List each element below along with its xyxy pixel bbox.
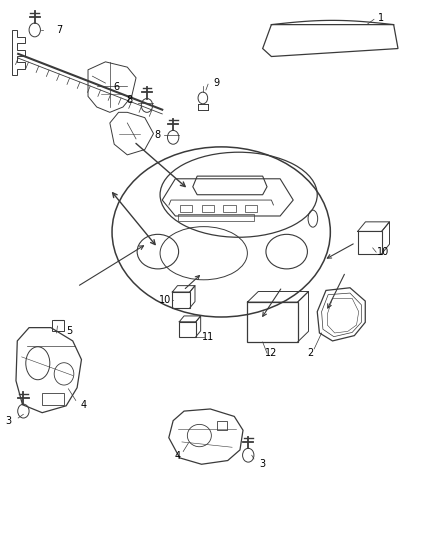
Bar: [172, 292, 190, 308]
Text: 4: 4: [81, 400, 87, 410]
Text: 6: 6: [113, 82, 120, 92]
Text: 8: 8: [154, 130, 160, 140]
Text: 3: 3: [6, 416, 12, 426]
Bar: [52, 320, 64, 332]
Bar: [180, 205, 192, 212]
Text: 5: 5: [67, 326, 73, 336]
Bar: [179, 322, 196, 337]
Bar: [357, 231, 381, 254]
Text: 10: 10: [377, 247, 389, 257]
Text: 12: 12: [265, 348, 278, 358]
Text: 10: 10: [159, 295, 171, 305]
Text: 4: 4: [174, 451, 180, 461]
Text: 11: 11: [202, 332, 214, 342]
Bar: [247, 302, 297, 342]
Bar: [245, 205, 258, 212]
Bar: [223, 205, 236, 212]
Bar: [201, 205, 214, 212]
Text: 7: 7: [57, 25, 63, 35]
Text: 1: 1: [378, 13, 384, 23]
Text: 3: 3: [260, 459, 266, 469]
Text: 8: 8: [127, 95, 133, 105]
Bar: [217, 421, 227, 430]
Text: 2: 2: [307, 348, 314, 358]
Text: 9: 9: [213, 78, 219, 88]
